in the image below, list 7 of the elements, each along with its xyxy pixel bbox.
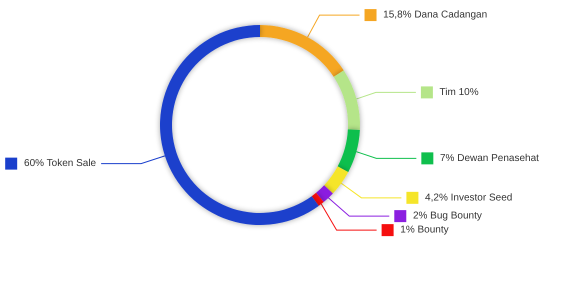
legend-label: 2% Bug Bounty (412, 210, 482, 222)
legend-label: 1% Bounty (400, 224, 449, 236)
legend-label: Tim 10% (440, 86, 479, 98)
legend-label: 4,2% Investor Seed (425, 192, 512, 204)
legend-label: 60% Token Sale (24, 158, 97, 170)
legend-label: 15,8% Dana Cadangan (383, 10, 488, 21)
legend-label: 7% Dewan Penasehat (440, 152, 540, 164)
